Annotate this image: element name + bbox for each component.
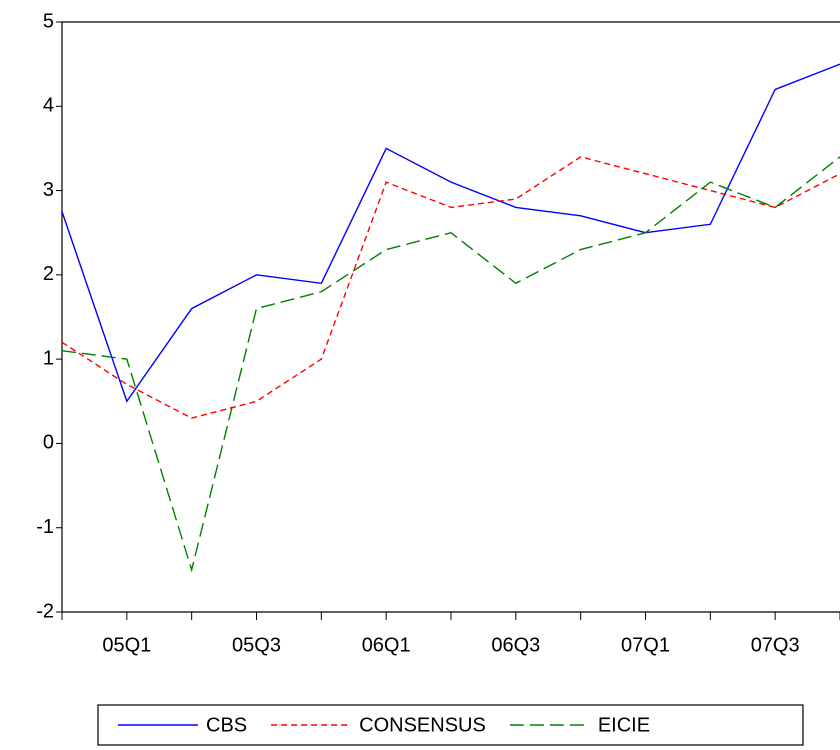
series-line — [62, 63, 840, 403]
y-tick-label: 3 — [43, 179, 54, 201]
y-tick-label: 2 — [43, 263, 54, 285]
plot-area — [62, 63, 840, 573]
x-tick-label: 07Q1 — [621, 634, 670, 656]
plot-frame — [61, 21, 840, 613]
legend-box — [97, 704, 804, 746]
y-tick-label: -1 — [36, 516, 54, 538]
x-tick-label: 05Q3 — [232, 634, 281, 656]
y-tick-label: 4 — [43, 95, 54, 117]
legend: CBS CONSENSUS EICIE — [97, 704, 804, 746]
y-tick-label: 1 — [43, 347, 54, 369]
x-tick-label: 07Q3 — [751, 634, 800, 656]
series-line — [62, 156, 840, 419]
series-line — [62, 156, 840, 573]
x-tick-label: 05Q1 — [102, 634, 151, 656]
legend-label: CBS — [206, 714, 247, 736]
y-tick-label: -2 — [36, 600, 54, 622]
legend-label: CONSENSUS — [359, 714, 486, 736]
y-tick-label: 0 — [43, 432, 54, 454]
x-tick-label: 06Q3 — [491, 634, 540, 656]
legend-label: EICIE — [598, 714, 650, 736]
y-tick-label: 5 — [43, 10, 54, 32]
x-tick-label: 06Q1 — [362, 634, 411, 656]
